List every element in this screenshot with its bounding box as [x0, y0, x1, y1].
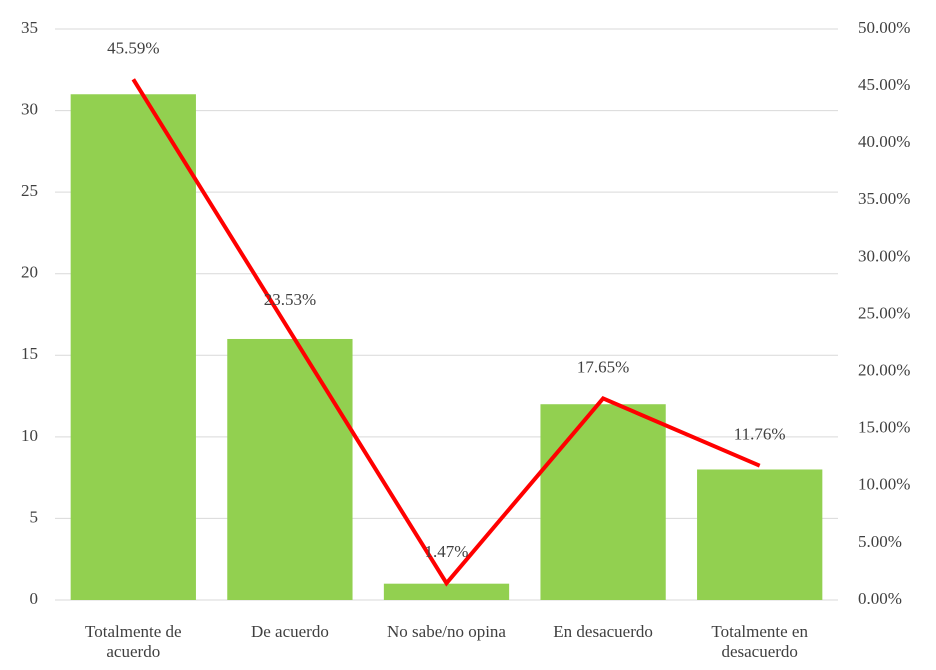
y-tick-label: 25	[21, 181, 38, 200]
y2-tick-label: 0.00%	[858, 589, 902, 608]
y-tick-label: 10	[21, 426, 38, 445]
y-tick-label: 0	[30, 589, 39, 608]
bar	[70, 94, 196, 600]
y-tick-label: 5	[30, 507, 39, 526]
data-label: 23.53%	[264, 290, 316, 309]
y2-tick-label: 30.00%	[858, 246, 910, 265]
y2-tick-label: 50.00%	[858, 18, 910, 37]
y2-tick-label: 25.00%	[858, 303, 910, 322]
data-label: 17.65%	[577, 357, 629, 376]
y2-tick-label: 45.00%	[858, 75, 910, 94]
x-tick-label: Totalmente de acuerdo	[85, 622, 182, 661]
bar	[227, 338, 353, 600]
y2-tick-label: 10.00%	[858, 475, 910, 494]
y-tick-label: 20	[21, 263, 38, 282]
y2-tick-label: 5.00%	[858, 532, 902, 551]
data-label: 11.76%	[734, 425, 786, 444]
x-tick-label: Totalmente en desacuerdo	[711, 622, 808, 661]
y-tick-label: 15	[21, 344, 38, 363]
bar	[697, 469, 823, 600]
x-tick-label: De acuerdo	[250, 622, 329, 641]
x-tick-label: No sabe/no opina	[387, 622, 506, 641]
y2-tick-label: 15.00%	[858, 418, 910, 437]
y2-tick-label: 20.00%	[858, 361, 910, 380]
bar	[540, 404, 666, 600]
y2-tick-label: 35.00%	[858, 189, 910, 208]
y-tick-label: 35	[21, 18, 38, 37]
data-label: 1.47%	[425, 542, 469, 561]
y-tick-label: 30	[21, 99, 38, 118]
line	[131, 78, 761, 587]
x-tick-label: En desacuerdo	[553, 622, 653, 641]
y2-tick-label: 40.00%	[858, 132, 910, 151]
bar	[383, 583, 510, 600]
data-label: 45.59%	[107, 38, 159, 57]
